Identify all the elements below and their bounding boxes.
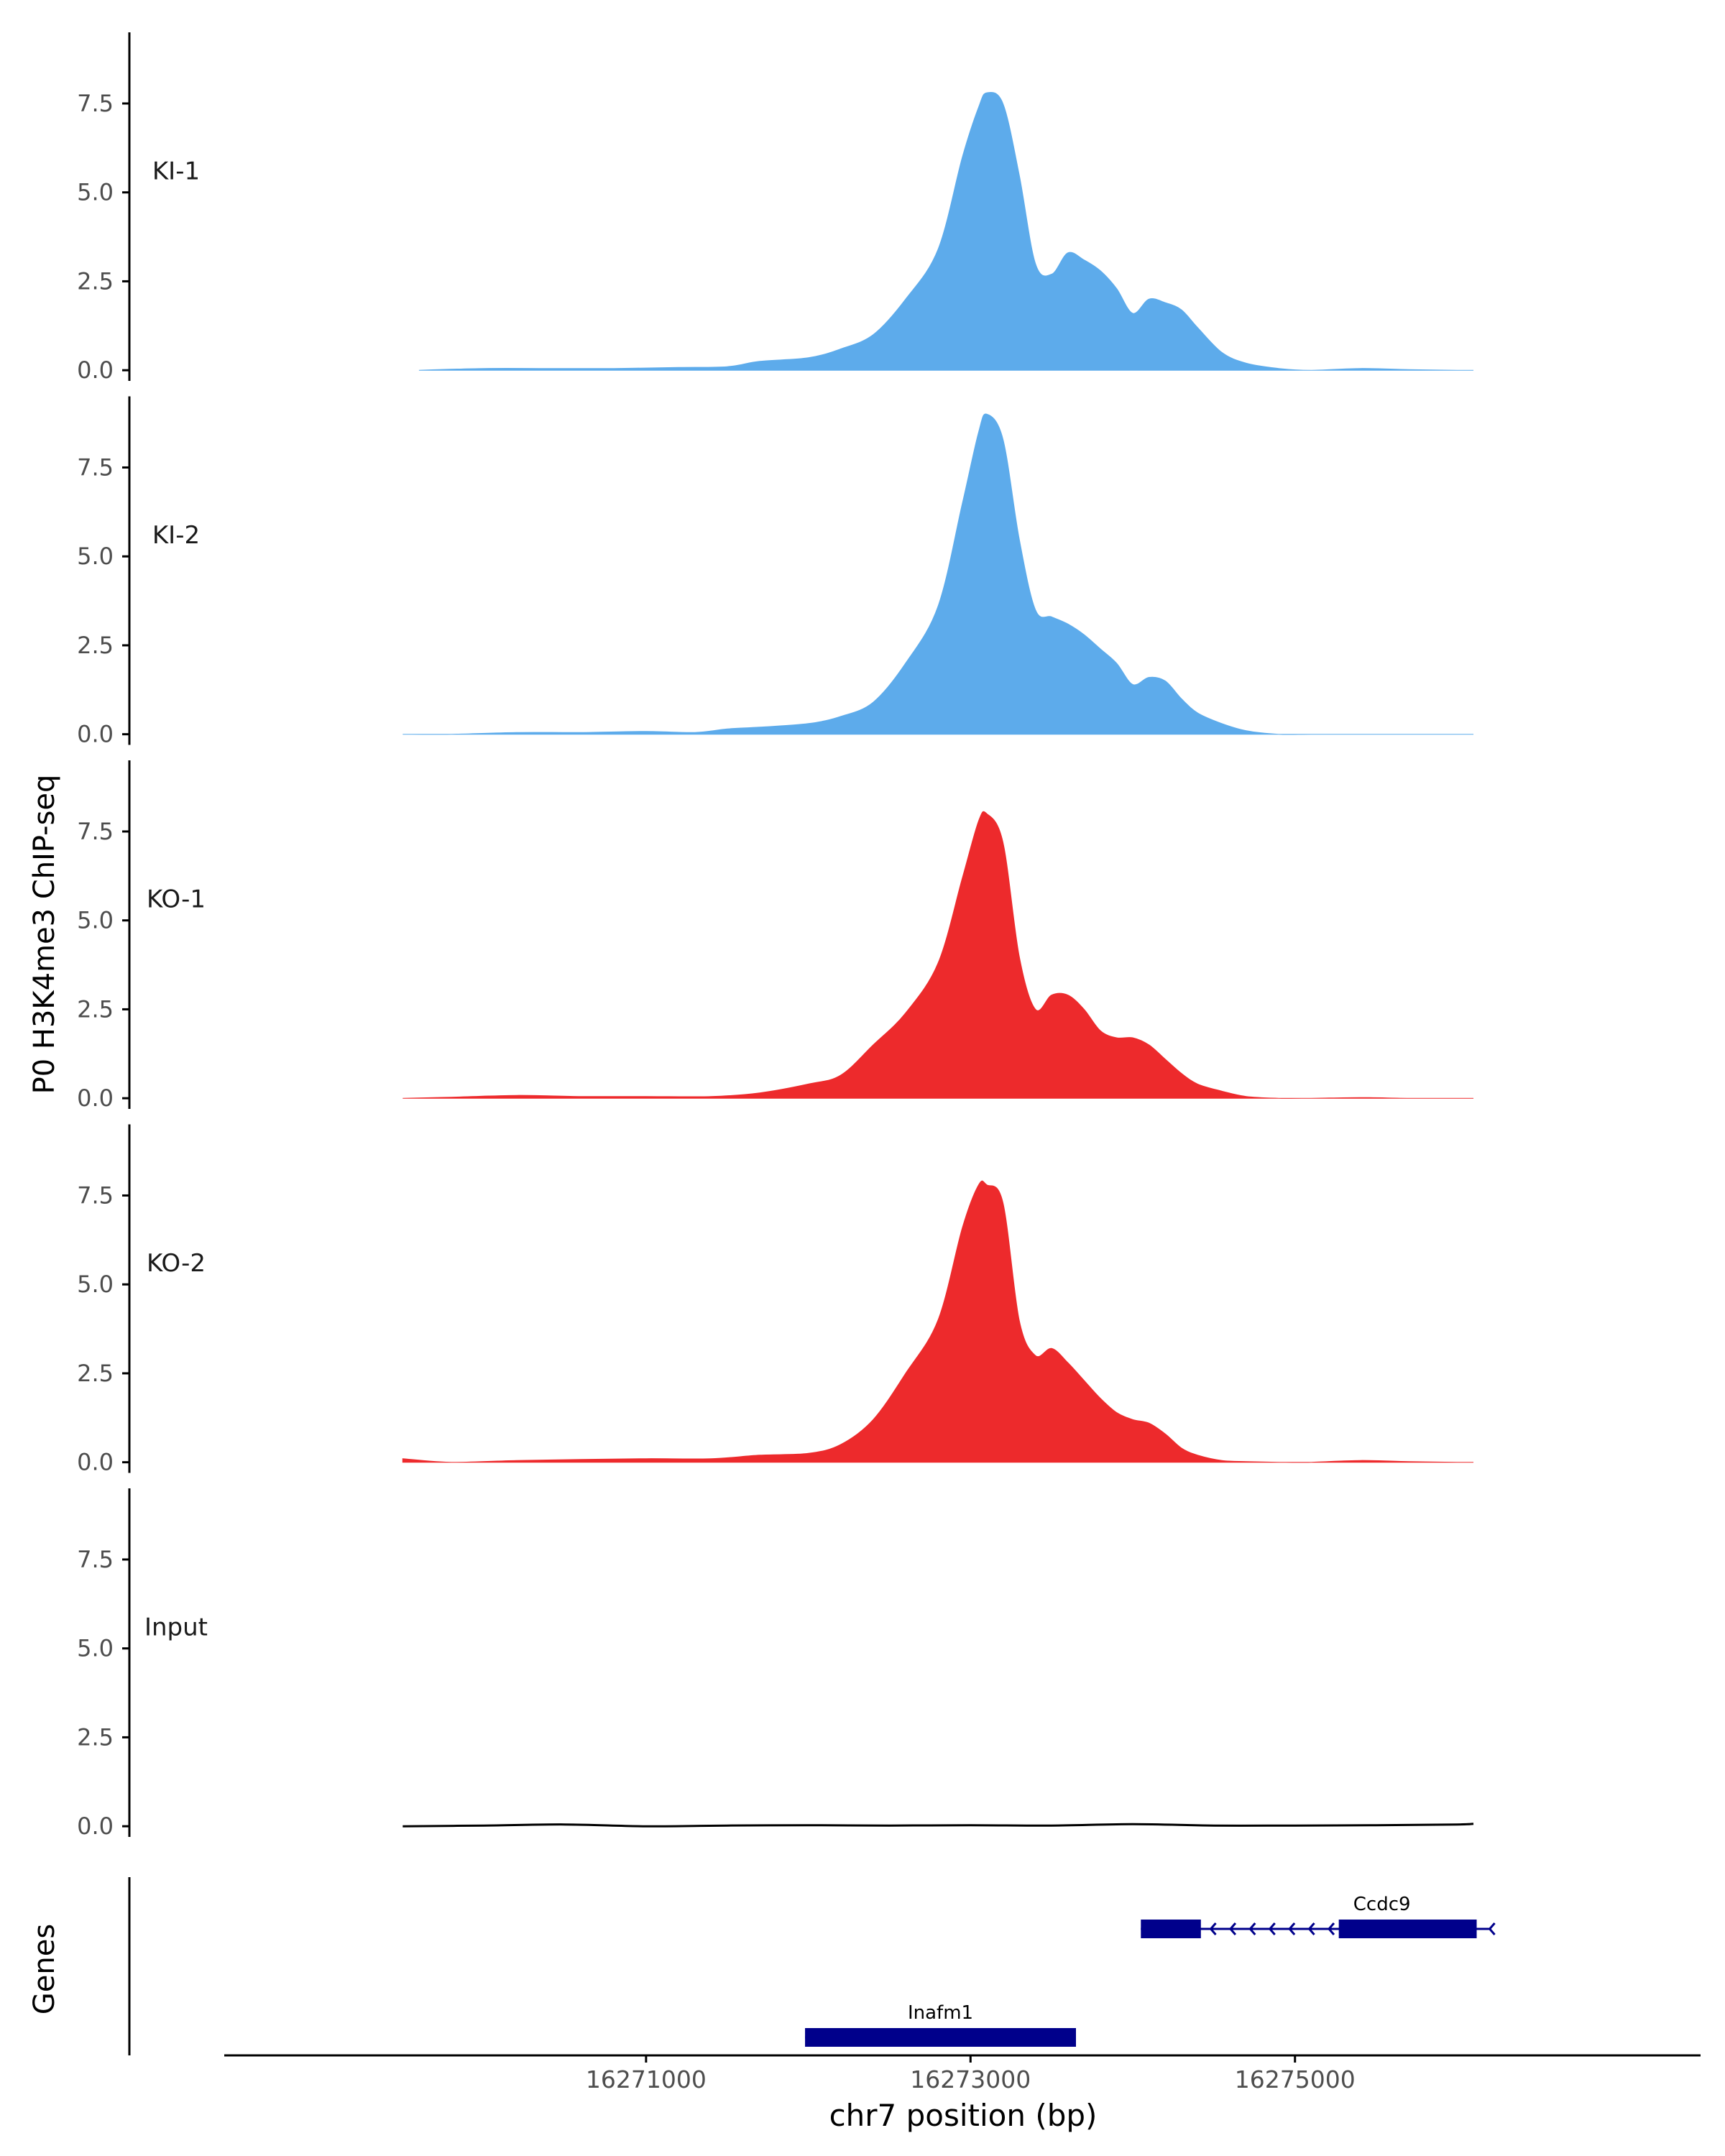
gene-exon (1338, 1920, 1477, 1938)
y-tick-label: 5.0 (77, 179, 114, 206)
y-tick-label: 5.0 (77, 907, 114, 934)
gene-exon (805, 2028, 1076, 2047)
y-tick-label: 5.0 (77, 1271, 114, 1298)
y-tick-label: 2.5 (77, 632, 114, 659)
genes-axis-title: Genes (28, 1924, 61, 2014)
y-tick-label: 5.0 (77, 543, 114, 570)
y-tick-label: 2.5 (77, 267, 114, 295)
y-tick-label: 7.5 (77, 1546, 114, 1573)
x-tick-label: 16273000 (910, 2065, 1031, 2093)
gene-annotation-panel: Inafm1 Ccdc9 (128, 1877, 1496, 2055)
track-label: KO-1 (147, 885, 206, 914)
strand-arrow (1209, 1922, 1217, 1935)
track-label: KI-1 (152, 157, 200, 186)
y-tick-label: 5.0 (77, 1635, 114, 1662)
track-panel-ko-2: 0.0 2.5 5.0 7.5 KO-2 (77, 1124, 1474, 1476)
y-tick-label: 0.0 (77, 356, 114, 384)
y-tick-label: 7.5 (77, 1181, 114, 1209)
coverage-area (402, 413, 1473, 735)
track-label: KI-2 (152, 521, 200, 550)
gene-exon (1141, 1920, 1201, 1938)
y-tick-label: 2.5 (77, 995, 114, 1023)
coverage-area (418, 91, 1474, 371)
strand-arrow (1248, 1922, 1256, 1935)
track-label: Input (144, 1613, 208, 1642)
strand-arrow (1268, 1922, 1276, 1935)
gene-name-label: Ccdc9 (1353, 1894, 1411, 1915)
gene-name-label: Inafm1 (908, 2002, 973, 2024)
y-tick-label: 7.5 (77, 90, 114, 117)
coverage-tracks: 0.0 2.5 5.0 7.5 KI-1 0.0 2.5 5.0 7.5 KI-2 0.0 2.5 5.… (77, 32, 1474, 1840)
y-tick-label: 2.5 (77, 1723, 114, 1751)
track-panel-ki-2: 0.0 2.5 5.0 7.5 KI-2 (77, 396, 1473, 748)
track-panel-ki-1: 0.0 2.5 5.0 7.5 KI-1 (77, 32, 1474, 384)
strand-arrow (1488, 1922, 1496, 1935)
track-panel-ko-1: 0.0 2.5 5.0 7.5 KO-1 (77, 760, 1473, 1112)
y-tick-label: 0.0 (77, 1812, 114, 1840)
x-tick-label: 16271000 (586, 2065, 707, 2093)
y-tick-label: 0.0 (77, 1084, 114, 1112)
track-panel-input: 0.0 2.5 5.0 7.5 Input (77, 1488, 1474, 1840)
coverage-area (402, 811, 1473, 1099)
x-tick-label: 16275000 (1235, 2065, 1356, 2093)
strand-arrow (1327, 1922, 1335, 1935)
gene-ccdc9: Ccdc9 (1141, 1894, 1496, 1938)
track-label: KO-2 (147, 1249, 206, 1278)
y-tick-label: 0.0 (77, 1449, 114, 1476)
y-axis-title: P0 H3K4me3 ChIP-seq (28, 775, 61, 1095)
gene-inafm1: Inafm1 (805, 2002, 1076, 2047)
strand-arrow (1307, 1922, 1315, 1935)
y-tick-label: 0.0 (77, 721, 114, 748)
y-tick-label: 2.5 (77, 1360, 114, 1387)
strand-arrow (1288, 1922, 1296, 1935)
y-tick-label: 7.5 (77, 453, 114, 481)
coverage-area (402, 1180, 1474, 1463)
y-tick-label: 7.5 (77, 818, 114, 845)
coverage-line (402, 1823, 1474, 1828)
x-axis-title: chr7 position (bp) (829, 2098, 1098, 2133)
strand-arrow (1228, 1922, 1237, 1935)
x-axis: 16271000 16273000 16275000 (224, 2054, 1701, 2093)
